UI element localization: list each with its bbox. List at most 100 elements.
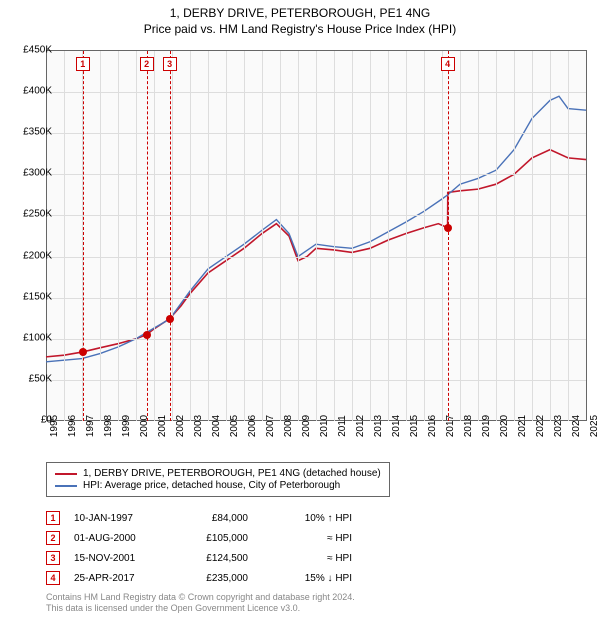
event-guideline [170,51,171,421]
x-tick-label: 2005 [229,415,240,437]
event-price: £105,000 [178,533,248,544]
event-dot-1 [79,348,87,356]
y-tick-label: £450K [23,45,52,56]
x-tick-label: 2007 [265,415,276,437]
event-guideline [147,51,148,421]
legend-swatch [55,485,77,487]
x-tick-label: 2002 [175,415,186,437]
event-date: 01-AUG-2000 [74,533,164,544]
title-line-1: 1, DERBY DRIVE, PETERBOROUGH, PE1 4NG [0,6,600,20]
gridline-v [208,51,209,421]
gridline-v [100,51,101,421]
event-price: £235,000 [178,573,248,584]
title-line-2: Price paid vs. HM Land Registry's House … [0,22,600,36]
gridline-v [352,51,353,421]
event-price: £84,000 [178,513,248,524]
gridline-v [388,51,389,421]
gridline-v [460,51,461,421]
event-marker-4: 4 [46,571,60,585]
event-row: 1 10-JAN-1997 £84,000 10% ↑ HPI [46,508,352,528]
x-tick-label: 2022 [535,415,546,437]
x-tick-label: 2008 [283,415,294,437]
footer-line-2: This data is licensed under the Open Gov… [46,603,355,614]
event-row: 201-AUG-2000£105,000≈ HPI [46,528,352,548]
y-tick-label: £150K [23,291,52,302]
gridline-v [118,51,119,421]
y-tick-label: £400K [23,86,52,97]
x-tick-label: 2013 [373,415,384,437]
event-guideline [83,51,84,421]
x-tick-label: 2001 [157,415,168,437]
event-row: 315-NOV-2001£124,500≈ HPI [46,548,352,568]
gridline-v [298,51,299,421]
x-tick-label: 2024 [571,415,582,437]
x-tick-label: 1997 [85,415,96,437]
gridline-v [280,51,281,421]
legend-item: HPI: Average price, detached house, City… [55,480,381,491]
x-tick-label: 2017 [445,415,456,437]
event-price: £124,500 [178,553,248,564]
event-dot-4 [444,224,452,232]
event-date: 10-JAN-1997 [74,513,164,524]
gridline-v [424,51,425,421]
gridline-v [172,51,173,421]
event-hpi-compare: ≈ HPI [262,553,352,564]
x-tick-label: 2019 [481,415,492,437]
legend-item: 1, DERBY DRIVE, PETERBOROUGH, PE1 4NG (d… [55,468,381,479]
events-table: 110-JAN-1997£84,00010% ↑ HPI201-AUG-2000… [46,508,352,588]
footer-attribution: Contains HM Land Registry data © Crown c… [46,592,355,615]
event-marker-1: 1 [46,511,60,525]
title-block: 1, DERBY DRIVE, PETERBOROUGH, PE1 4NG Pr… [0,0,600,36]
gridline-v [370,51,371,421]
x-tick-label: 1999 [121,415,132,437]
gridline-v [226,51,227,421]
y-tick-label: £300K [23,168,52,179]
x-tick-label: 2018 [463,415,474,437]
gridline-v [406,51,407,421]
x-tick-label: 2016 [427,415,438,437]
event-row: 4 25-APR-2017 £235,000 15% ↓ HPI [46,568,352,588]
x-tick-label: 2015 [409,415,420,437]
x-tick-label: 2004 [211,415,222,437]
gridline-v [154,51,155,421]
gridline-v [190,51,191,421]
y-tick-label: £250K [23,209,52,220]
x-tick-label: 2012 [355,415,366,437]
y-tick-label: £350K [23,127,52,138]
footer-line-1: Contains HM Land Registry data © Crown c… [46,592,355,603]
event-marker-4: 4 [441,57,455,71]
legend-label: HPI: Average price, detached house, City… [83,480,340,491]
gridline-v [64,51,65,421]
legend-label: 1, DERBY DRIVE, PETERBOROUGH, PE1 4NG (d… [83,468,381,479]
event-marker-2: 2 [140,57,154,71]
event-date: 25-APR-2017 [74,573,164,584]
gridline-v [496,51,497,421]
event-marker-3: 3 [163,57,177,71]
x-tick-label: 2020 [499,415,510,437]
x-tick-label: 1998 [103,415,114,437]
gridline-v [244,51,245,421]
event-hpi-compare: 10% ↑ HPI [262,513,352,524]
gridline-v [262,51,263,421]
event-dot-3 [166,315,174,323]
gridline-v [568,51,569,421]
event-marker-1: 1 [76,57,90,71]
gridline-v [136,51,137,421]
gridline-v [316,51,317,421]
event-date: 15-NOV-2001 [74,553,164,564]
x-tick-label: 1995 [49,415,60,437]
y-tick-label: £50K [29,373,52,384]
x-tick-label: 2014 [391,415,402,437]
y-tick-label: £200K [23,250,52,261]
y-tick-label: £100K [23,332,52,343]
gridline-v [442,51,443,421]
event-hpi-compare: 15% ↓ HPI [262,573,352,584]
x-tick-label: 2006 [247,415,258,437]
x-tick-label: 1996 [67,415,78,437]
gridline-v [550,51,551,421]
x-tick-label: 2003 [193,415,204,437]
gridline-v [478,51,479,421]
gridline-v [334,51,335,421]
event-guideline [448,51,449,421]
x-tick-label: 2009 [301,415,312,437]
